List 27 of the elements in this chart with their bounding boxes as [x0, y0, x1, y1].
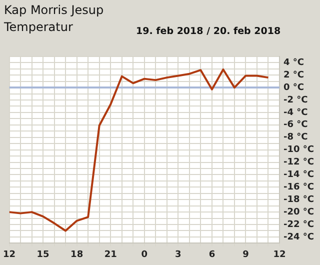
- y-tick-label: -22 °C: [284, 220, 314, 230]
- y-tick-label: -16 °C: [284, 182, 314, 193]
- text: 19. feb 2018 / 20. feb 2018: [136, 26, 281, 37]
- x-tick-label: 12: [2, 250, 16, 260]
- x-tick-label: 9: [242, 250, 249, 260]
- y-tick-label: -20 °C: [284, 207, 314, 218]
- x-tick-label: 15: [36, 250, 50, 260]
- x-tick-label: 6: [208, 250, 216, 260]
- chart-title: Kap Morris Jesup: [4, 2, 104, 19]
- y-tick-label: 2 °C: [284, 70, 304, 80]
- chart-subtitle: Temperatur: [4, 19, 74, 36]
- y-tick-label: -14 °C: [284, 170, 314, 180]
- y-tick-label: -8 °C: [284, 132, 308, 143]
- y-tick-label: -18 °C: [284, 194, 314, 205]
- y-tick-label: -12 °C: [284, 158, 314, 168]
- x-tick-label: 0: [141, 250, 148, 260]
- y-tick-label: -4 °C: [284, 108, 308, 118]
- y-tick-label: -2 °C: [284, 95, 308, 106]
- x-tick-label: 21: [104, 250, 117, 260]
- y-tick-label: -24 °C: [284, 232, 314, 242]
- x-tick-label: 12: [273, 250, 286, 260]
- y-tick-label: 4 °C: [284, 58, 304, 68]
- x-tick-label: 3: [175, 250, 182, 260]
- y-tick-label: -10 °C: [284, 145, 314, 156]
- x-tick-label: 18: [70, 250, 84, 260]
- y-tick-label: -6 °C: [284, 120, 308, 130]
- y-tick-label: 0 °C: [284, 82, 304, 93]
